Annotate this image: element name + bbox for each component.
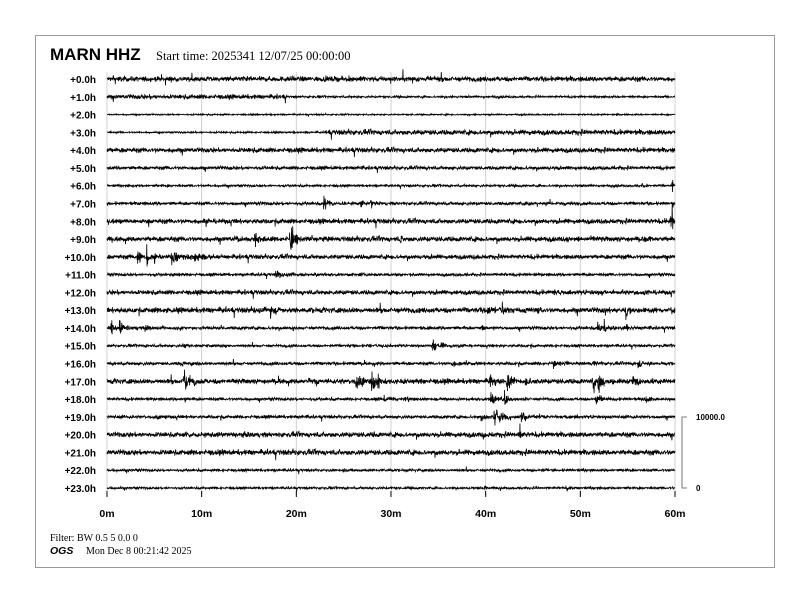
generated-timestamp: Mon Dec 8 00:21:42 2025 — [86, 546, 192, 557]
trace-row-3 — [106, 127, 676, 140]
trace-row-22 — [106, 466, 676, 475]
trace-row-15 — [106, 339, 676, 351]
row-label: +19.0h — [65, 413, 96, 424]
row-label: +2.0h — [70, 111, 96, 122]
row-label: +0.0h — [70, 75, 96, 86]
trace-row-17 — [106, 369, 676, 394]
trace-row-11 — [106, 270, 676, 279]
row-label: +16.0h — [65, 360, 96, 371]
trace-row-19 — [106, 409, 676, 426]
trace-row-13 — [106, 301, 676, 321]
x-tick-label: 50m — [570, 508, 591, 520]
row-label: +23.0h — [65, 484, 96, 495]
row-label: +8.0h — [70, 217, 96, 228]
x-tick-label: 60m — [664, 508, 685, 520]
row-label: +1.0h — [70, 93, 96, 104]
trace-row-20 — [106, 423, 676, 441]
trace-row-6 — [106, 179, 676, 193]
organization-label: OGS — [50, 545, 74, 557]
row-label: +13.0h — [65, 306, 96, 317]
row-label: +17.0h — [65, 377, 96, 388]
trace-row-9 — [106, 226, 676, 250]
station-title: MARN HHZ — [50, 45, 141, 64]
trace-row-18 — [106, 389, 676, 405]
filter-info: Filter: BW 0.5 5 0.0 0 — [50, 533, 138, 544]
trace-row-14 — [106, 319, 676, 335]
x-tick-label: 30m — [380, 508, 401, 520]
trace-row-0 — [106, 69, 676, 86]
row-label: +12.0h — [65, 288, 96, 299]
scale-min-label: 0 — [696, 484, 701, 493]
trace-row-5 — [106, 164, 676, 174]
row-label: +11.0h — [65, 271, 96, 282]
row-label: +14.0h — [65, 324, 96, 335]
row-label: +15.0h — [65, 342, 96, 353]
trace-row-21 — [106, 447, 676, 461]
trace-row-16 — [106, 358, 676, 370]
row-label: +7.0h — [70, 199, 96, 210]
x-tick-label: 10m — [191, 508, 212, 520]
scale-max-label: 10000.0 — [696, 413, 725, 422]
scale-bracket — [681, 416, 687, 489]
row-label: +21.0h — [65, 448, 96, 459]
row-label: +9.0h — [70, 235, 96, 246]
start-time: Start time: 2025341 12/07/25 00:00:00 — [156, 49, 351, 63]
row-label: +3.0h — [70, 128, 96, 139]
x-tick-label: 20m — [286, 508, 307, 520]
trace-row-10 — [106, 244, 676, 267]
row-label: +20.0h — [65, 431, 96, 442]
row-label: +18.0h — [65, 395, 96, 406]
row-label: +4.0h — [70, 146, 96, 157]
trace-row-8 — [106, 205, 676, 230]
trace-row-4 — [106, 145, 676, 158]
x-tick-label: 0m — [99, 508, 114, 520]
trace-row-23 — [106, 485, 676, 492]
trace-row-12 — [106, 288, 676, 299]
amplitude-scale-bar: 10000.0 0 — [681, 413, 725, 493]
trace-row-1 — [106, 93, 676, 104]
row-label: +6.0h — [70, 182, 96, 193]
x-tick-label: 40m — [475, 508, 496, 520]
row-label: +10.0h — [65, 253, 96, 264]
trace-row-7 — [106, 195, 676, 210]
row-label: +5.0h — [70, 164, 96, 175]
row-label: +22.0h — [65, 466, 96, 477]
trace-row-2 — [106, 112, 676, 117]
plot-frame — [35, 35, 775, 568]
